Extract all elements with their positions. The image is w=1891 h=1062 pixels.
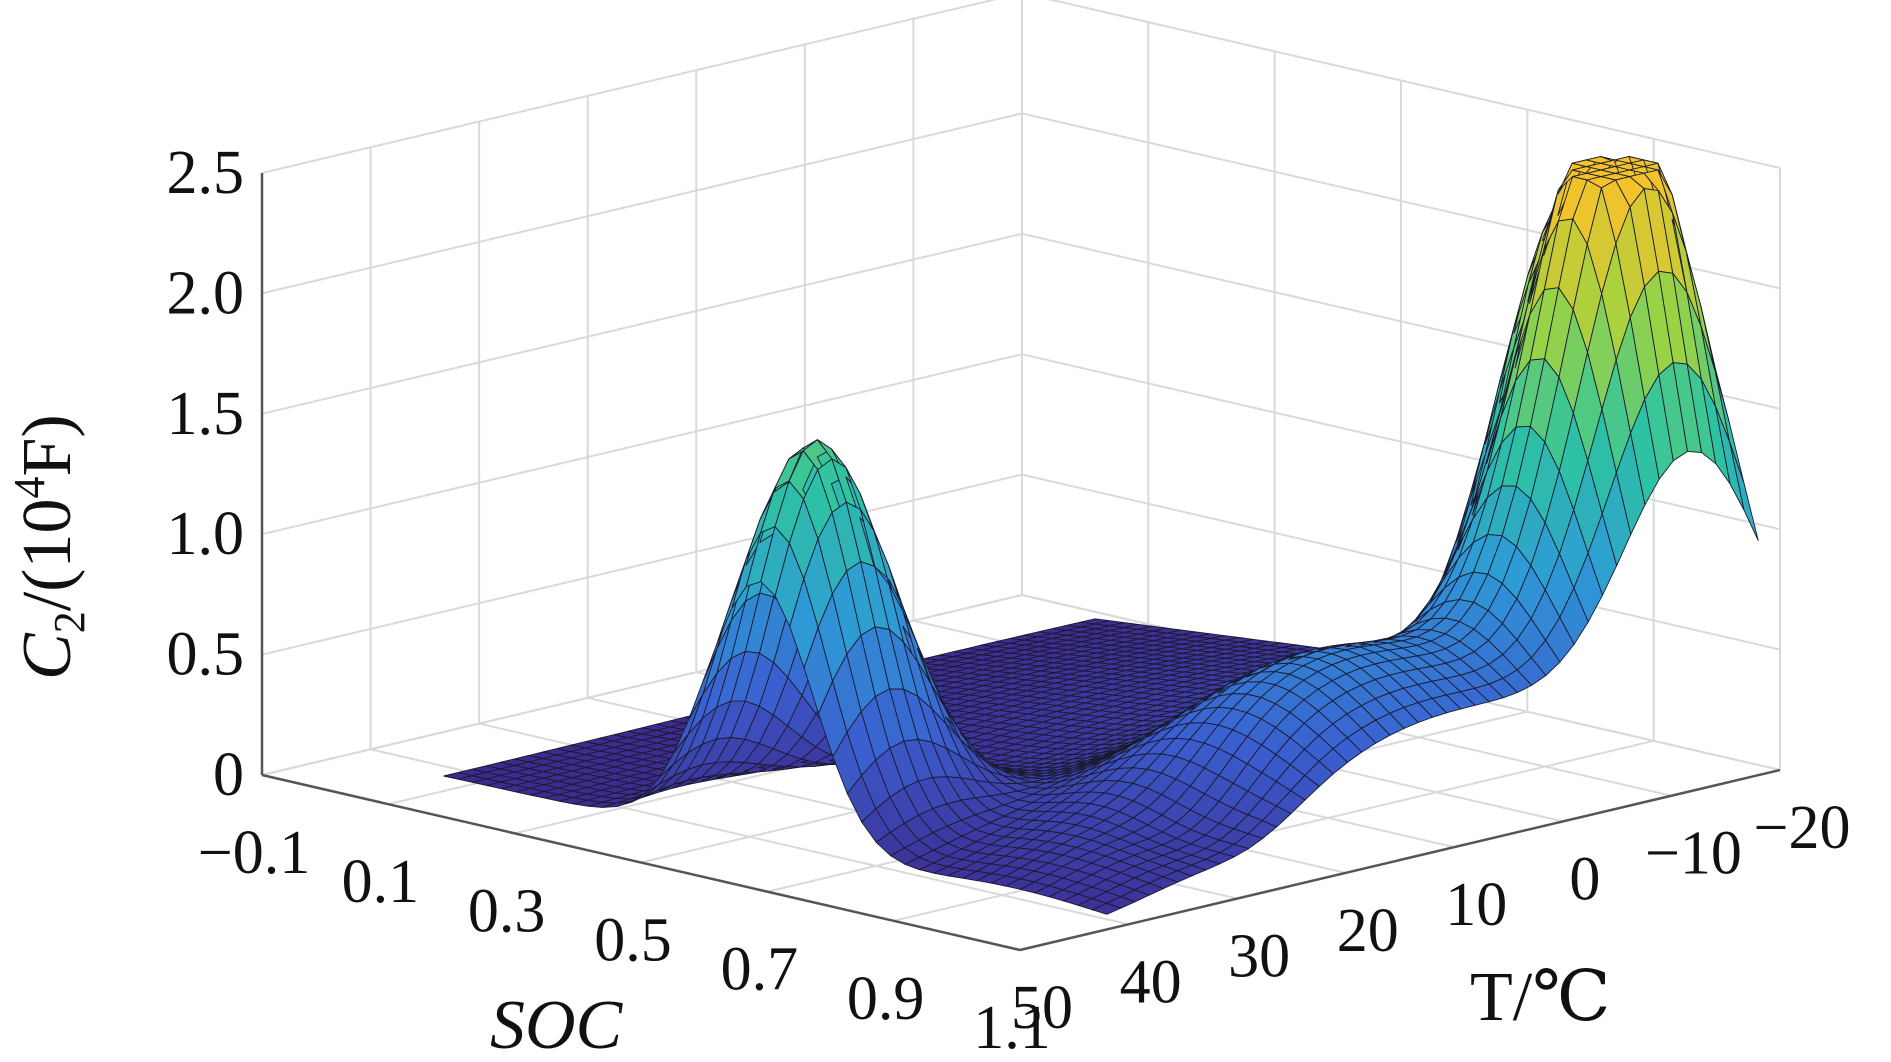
y-tick-label: 20 (1337, 897, 1399, 965)
z-tick-label: 2.0 (167, 259, 245, 327)
x-tick-label: 0.1 (342, 848, 420, 916)
gridline (261, 112, 1023, 295)
x-tick-label: 0.5 (594, 907, 672, 975)
y-tick-label: 40 (1120, 948, 1182, 1016)
z-tick-label: 1.0 (167, 500, 245, 568)
x-tick-label: 0.7 (721, 936, 799, 1004)
x-tick-label: 1.1 (973, 994, 1051, 1062)
z-tick-label: 0 (213, 741, 244, 809)
gridline (261, 0, 997, 174)
z-tick-label: 2.5 (167, 139, 245, 207)
gridline (261, 232, 1023, 415)
x-axis-line (261, 773, 1021, 952)
y-tick-label: 30 (1228, 923, 1290, 991)
z-tick-label: 0.5 (167, 621, 245, 689)
y-tick-label: −20 (1754, 794, 1851, 862)
z-axis-label: C2/(104F) (5, 414, 94, 680)
x-axis-label: SOC (490, 987, 624, 1062)
x-tick-label: 0.9 (847, 965, 925, 1033)
gridline (261, 353, 1023, 536)
gridline (1021, 473, 1781, 651)
gridline (1047, 0, 1781, 169)
tick-labels: 0 0.5 1.0 1.5 2.0 2.5 −0.1 0.1 0.3 0.5 0.7 0.9 1.1 −2… (167, 139, 1851, 1062)
y-tick-label: 10 (1445, 871, 1507, 939)
surface-cell (1729, 442, 1759, 541)
y-tick-label: 50 (1011, 974, 1073, 1042)
x-tick-label: −0.1 (198, 819, 310, 887)
gridline (893, 739, 1654, 922)
z-tick-label: 1.5 (167, 380, 245, 448)
surface-mesh (443, 155, 1759, 915)
y-tick-label: −10 (1645, 820, 1742, 888)
gridline (1021, 353, 1781, 531)
x-tick-label: 0.3 (468, 877, 546, 945)
gridline (261, 473, 1023, 656)
y-tick-label: 0 (1569, 845, 1600, 913)
y-axis-line (1019, 768, 1781, 952)
y-axis-label: T/℃ (1470, 959, 1611, 1036)
